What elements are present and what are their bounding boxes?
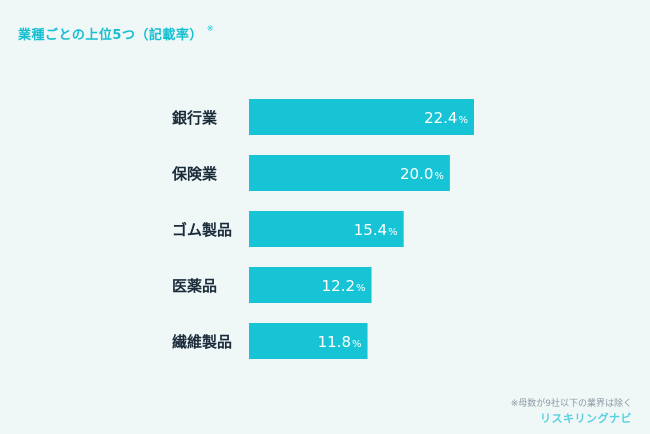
brand-logo: リスキリングナビ [540,412,632,425]
value-label: 11.8% [318,333,362,351]
value-label: 15.4% [354,221,398,239]
category-label: 医薬品 [172,277,217,295]
chart-title-text: 業種ごとの上位5つ（記載率） [18,28,203,43]
bar [249,267,372,303]
category-label: 繊維製品 [172,333,232,351]
value-label: 12.2% [322,277,366,295]
category-label: ゴム製品 [172,221,232,239]
value-label: 22.4% [424,109,468,127]
value-label: 20.0% [400,165,444,183]
bar [249,155,450,191]
chart-title: 業種ごとの上位5つ（記載率） ※ [18,24,214,43]
category-label: 保険業 [171,165,218,183]
bar [249,323,368,359]
bar [249,99,474,135]
footnote: ※母数が9社以下の業界は除く [510,399,632,409]
category-label: 銀行業 [172,109,218,127]
bar [249,211,404,247]
title-note-mark: ※ [206,24,215,33]
